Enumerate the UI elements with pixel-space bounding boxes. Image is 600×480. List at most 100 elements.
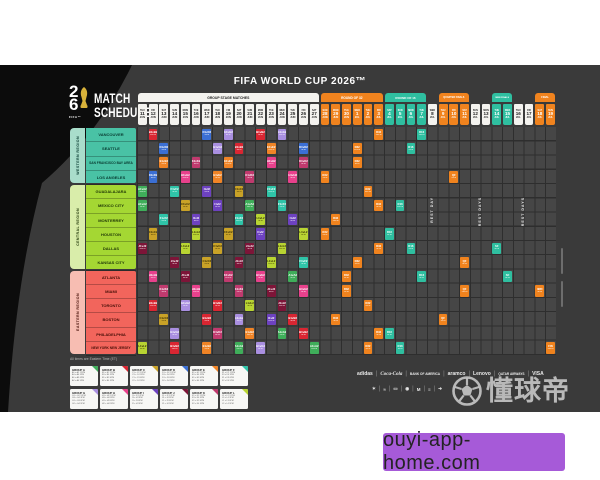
match-cell-group-b: B1vB2 6PM bbox=[202, 313, 212, 325]
black-swoosh-background bbox=[0, 65, 132, 412]
match-cell-r32: R32 6PM bbox=[342, 271, 351, 283]
match-cell-group-k: K1vK2 12PM bbox=[223, 271, 233, 283]
match-cell-sf: SF 6PM bbox=[503, 271, 512, 283]
match-cell-group-l: L1vL2 9PM bbox=[138, 342, 147, 354]
fixture-line: A3 v A4 3PM bbox=[72, 374, 85, 377]
match-cell-r16: R16 12PM bbox=[417, 128, 426, 140]
fixture-line: F1 v F3 6PM bbox=[222, 376, 234, 379]
match-cell-group-i: I1vI2 9PM bbox=[191, 214, 201, 226]
match-cell-group-l: L1vL2 12PM bbox=[266, 256, 276, 268]
fixture-line: E1 v E3 6PM bbox=[192, 376, 205, 379]
fixture-line: L1 v L2 12PM bbox=[222, 394, 235, 397]
fixture-line: J3 v J4 3PM bbox=[162, 397, 174, 400]
match-cell-r32: R32 6PM bbox=[320, 228, 330, 240]
date-header-jun-19: FRI 19 JUN bbox=[223, 104, 233, 125]
fixture-line: B2 v B4 9PM bbox=[102, 379, 115, 382]
match-cell-group-j: J1vJ2 9PM bbox=[245, 242, 255, 254]
date-header-jul-18: SAT 18 JUL bbox=[535, 104, 545, 125]
date-header-jun-29: MON 29 JUN bbox=[331, 104, 341, 125]
match-cell-qf: QF 6PM bbox=[449, 171, 459, 183]
match-cell-r32: R32 6PM bbox=[374, 242, 383, 254]
logo-line-match: MATCH bbox=[94, 89, 131, 106]
match-cell-group-h: H1vH2 6PM bbox=[148, 271, 158, 283]
sponsor-separator: | bbox=[388, 386, 391, 392]
match-cell-group-k: K1vK2 3PM bbox=[234, 285, 244, 297]
fixture-line: J2 v J4 9PM bbox=[162, 402, 174, 405]
match-schedule-logo: 2 6 FIFA™ MATCH SCHEDULE bbox=[69, 83, 173, 124]
region-band-central: CENTRAL REGION bbox=[70, 185, 85, 269]
fixture-line: C1 v C2 12PM bbox=[132, 371, 146, 374]
fixture-line: E2 v E4 9PM bbox=[192, 379, 205, 382]
date-header-jun-26: FRI 26 JUN bbox=[299, 104, 308, 125]
match-cell-r16: R16 6PM bbox=[385, 228, 394, 240]
match-cell-group-e: E1vE2 12PM bbox=[266, 142, 276, 154]
sponsor-mark-icon: ➔ bbox=[438, 386, 443, 391]
match-cell-group-j: J1vJ2 9PM bbox=[234, 256, 244, 268]
match-cell-r32: R32 3PM bbox=[320, 171, 330, 183]
date-header-jun-25: THU 25 JUN bbox=[288, 104, 298, 125]
date-header-jun-15: MON 15 JUN bbox=[180, 104, 190, 125]
fixture-line: J1 v J2 12PM bbox=[162, 394, 175, 397]
match-cell-group-g: G1vG2 12PM bbox=[277, 128, 287, 140]
card-fold bbox=[212, 366, 218, 372]
city-row-san-francisco-bay-area: SAN FRANCISCO BAY AREA bbox=[86, 157, 136, 171]
group-card-title: GROUP J bbox=[162, 390, 175, 395]
match-cell-group-f: F1vF2 12PM bbox=[234, 214, 244, 226]
match-cell-qf: QF 9PM bbox=[460, 256, 469, 268]
date-header-jul-15: WED 15 JUL bbox=[503, 104, 512, 125]
sponsor-mark-icon: ≡ bbox=[428, 386, 431, 392]
match-cell-group-f: F1vF2 12PM bbox=[266, 185, 276, 197]
sponsor-separator: | bbox=[423, 386, 426, 392]
match-cell-r32: R32 6PM bbox=[363, 299, 373, 311]
match-cell-group-l: L1vL2 3PM bbox=[256, 214, 265, 226]
sponsor-separator: | bbox=[527, 371, 530, 377]
match-cell-group-k: K1vK2 6PM bbox=[245, 171, 255, 183]
date-header-jun-11: THU 11 JUN bbox=[138, 104, 147, 125]
match-cell-r32: R32 3PM bbox=[374, 328, 383, 340]
match-cell-qf: QF 12PM bbox=[460, 285, 469, 297]
match-cell-group-b: B1vB2 6PM bbox=[213, 299, 222, 311]
fixture-line: J1 v J3 6PM bbox=[162, 399, 174, 402]
poster-title: FIFA WORLD CUP 2026™ bbox=[233, 76, 367, 87]
match-cell-group-c: C1vC2 3PM bbox=[223, 228, 233, 240]
rest-label: REST DAY bbox=[429, 197, 434, 223]
fixture-line: F2 v F4 9PM bbox=[222, 379, 234, 382]
group-card-k: GROUP K K1 v K2 12PM K3 v K4 3PM K1 v K3 6P… bbox=[190, 389, 218, 409]
city-row-new-york-new-jersey: NEW YORK NEW JERSEY bbox=[86, 342, 136, 356]
schedule-poster: FIFA WORLD CUP 2026™ 2 6 FIFA™ MATCH SCH… bbox=[0, 65, 600, 412]
date-header-jun-13: SAT 13 JUN bbox=[159, 104, 169, 125]
match-cell-group-a: A1vA2 12PM bbox=[309, 342, 319, 354]
date-header-jul-13: MON 13 JUL bbox=[481, 104, 491, 125]
fixture-line: H3 v H4 3PM bbox=[102, 397, 115, 400]
card-fold bbox=[242, 366, 248, 372]
date-header-jul-11: SAT 11 JUL bbox=[460, 104, 469, 125]
group-card-title: GROUP A bbox=[72, 367, 85, 372]
date-header-jul-12: SUN 12 JUL bbox=[470, 104, 480, 125]
match-cell-group-e: E1vE2 3PM bbox=[202, 342, 212, 354]
logo-fifa-text: FIFA™ bbox=[69, 115, 81, 119]
fixture-line: G1 v G3 6PM bbox=[72, 399, 85, 402]
logo-26: 2 6 FIFA™ bbox=[69, 83, 91, 124]
sponsor-separator: | bbox=[405, 371, 407, 377]
date-header-jul-17: FRI 17 JUL bbox=[524, 104, 534, 125]
match-cell-group-d: D1vD2 3PM bbox=[202, 128, 212, 140]
date-header-jun-18: THU 18 JUN bbox=[213, 104, 222, 125]
group-card-d: GROUP D D1 v D2 12PM D3 v D4 3PM D1 v D3 6P… bbox=[160, 366, 188, 386]
fixture-line: A2 v A4 9PM bbox=[72, 379, 85, 382]
match-cell-group-c: C1vC2 6PM bbox=[202, 256, 212, 268]
group-card-title: GROUP I bbox=[132, 390, 144, 395]
match-cell-group-j: J1vJ2 6PM bbox=[266, 285, 276, 297]
fixture-line: H1 v H2 12PM bbox=[102, 394, 116, 397]
stage-banner-final: FINAL bbox=[535, 93, 555, 102]
match-cell-r32: R32 3PM bbox=[352, 256, 362, 268]
date-header-jun-17: WED 17 JUN bbox=[202, 104, 212, 125]
fixture-line: I1 v I3 6PM bbox=[132, 399, 143, 402]
card-fold bbox=[242, 389, 248, 395]
sponsor-separator: | bbox=[412, 386, 414, 392]
fixture-line: K1 v K3 6PM bbox=[192, 399, 205, 402]
match-cell-group-b: B1vB2 3PM bbox=[288, 313, 298, 325]
match-cell-group-g: G1vG2 3PM bbox=[180, 299, 190, 311]
match-cell-qf: QF 3PM bbox=[438, 313, 448, 325]
sponsor-logo-visa: VISA bbox=[532, 371, 544, 377]
date-header-jun-16: TUE 16 JUN bbox=[191, 104, 201, 125]
